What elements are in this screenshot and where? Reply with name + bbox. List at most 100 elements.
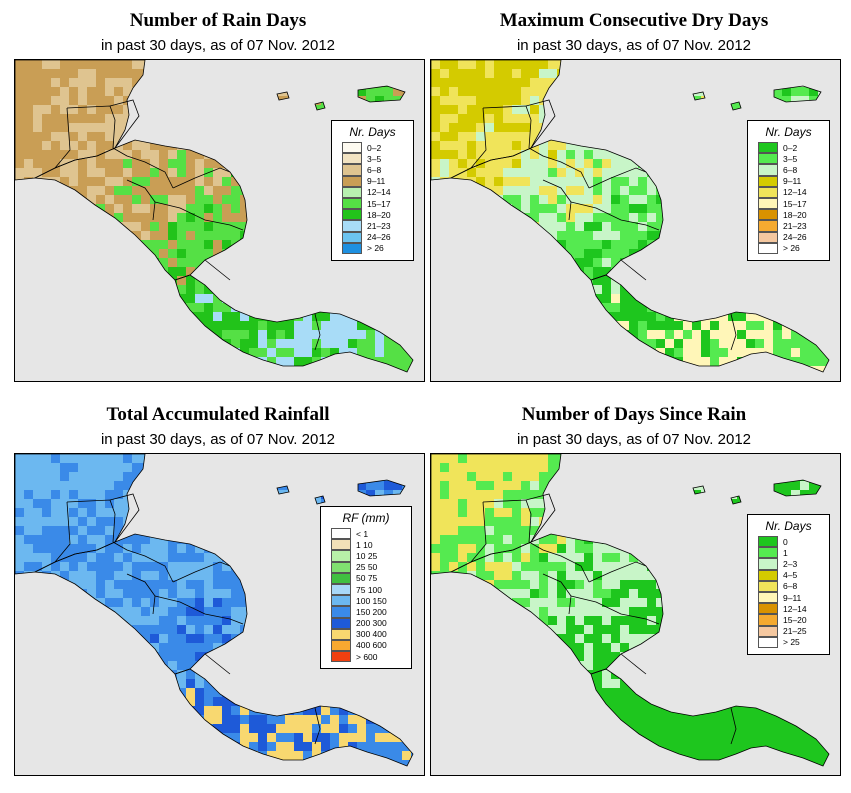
- legend-swatch: [758, 153, 778, 165]
- legend-item: > 26: [758, 242, 829, 254]
- legend-label: 0: [783, 536, 788, 547]
- panel-title: Total Accumulated Rainfall: [106, 404, 330, 425]
- country-border: [314, 707, 321, 745]
- map-area: Nr. Days 0–2 3–5 6–8 9–11 12–14 15–17 18–20 21–…: [14, 59, 425, 382]
- legend-item: > 25: [758, 636, 829, 648]
- country-border: [66, 499, 116, 543]
- legend-swatch: [342, 153, 362, 165]
- country-border: [154, 595, 244, 625]
- legend-label: 50 75: [356, 573, 378, 584]
- legend-label: 9–11: [783, 176, 802, 187]
- legend-item: 1 10: [331, 539, 411, 551]
- legend-item: 2–3: [758, 558, 829, 570]
- legend-label: < 1: [356, 528, 369, 539]
- legend-item: 6–8: [342, 164, 413, 176]
- coastline: [174, 274, 414, 373]
- country-border: [54, 107, 71, 169]
- panel-max-dry-days: Maximum Consecutive Dry Days in past 30 …: [428, 0, 841, 388]
- country-border: [126, 573, 156, 615]
- legend-label: 18–20: [783, 209, 807, 220]
- legend-item: 6–8: [758, 580, 829, 592]
- country-border: [66, 105, 116, 149]
- legend-swatch: [758, 242, 778, 254]
- legend-items: 0–2 3–5 6–8 9–11 12–14 15–17 18–20 21–23 24–26 > …: [748, 142, 829, 254]
- legend-swatch: [342, 175, 362, 187]
- legend-swatch: [331, 639, 351, 652]
- country-border: [525, 99, 556, 149]
- legend-label: 0–2: [367, 142, 382, 153]
- legend-swatch: [342, 220, 362, 232]
- legend-label: > 25: [783, 637, 800, 648]
- legend-item: > 600: [331, 651, 411, 663]
- country-border: [109, 99, 140, 149]
- legend-item: 21–23: [342, 220, 413, 232]
- legend-label: 12–14: [783, 187, 807, 198]
- map-legend: Nr. Days 0 1 2–3 4–5 6–8 9–11 12–14 15–20 21–25 >…: [747, 514, 830, 655]
- legend-item: 15–17: [758, 197, 829, 210]
- legend-item: 3–5: [342, 153, 413, 165]
- legend-item: 15–20: [758, 614, 829, 626]
- legend-item: 3–5: [758, 153, 829, 165]
- legend-swatch: [331, 595, 351, 607]
- country-border: [570, 201, 660, 231]
- legend-swatch: [758, 142, 778, 154]
- legend-swatch: [331, 617, 351, 629]
- legend-label: 6–8: [367, 164, 382, 175]
- legend-item: 150 200: [331, 606, 411, 618]
- legend-item: 0–2: [342, 142, 413, 154]
- legend-label: 10 25: [356, 550, 378, 561]
- country-border: [470, 107, 487, 169]
- legend-item: 25 50: [331, 561, 411, 573]
- panel-total-rainfall: Total Accumulated Rainfall in past 30 da…: [12, 394, 425, 782]
- map-legend: Nr. Days 0–2 3–5 6–8 9–11 12–14 15–17 18–20 21–…: [747, 120, 830, 261]
- legend-label: 75 100: [356, 584, 382, 595]
- map-area: Nr. Days 0 1 2–3 4–5 6–8 9–11 12–14 15–20 21–25 >…: [430, 453, 841, 776]
- country-border: [570, 595, 660, 625]
- legend-item: 21–25: [758, 625, 829, 637]
- country-border: [620, 259, 647, 281]
- legend-swatch: [758, 209, 778, 221]
- legend-swatch: [758, 625, 778, 637]
- country-border: [204, 259, 231, 281]
- legend-title: RF (mm): [342, 511, 390, 525]
- legend-item: > 26: [342, 242, 413, 254]
- legend-swatch: [331, 583, 351, 596]
- legend-item: 12–14: [342, 186, 413, 198]
- legend-label: 3–5: [783, 153, 798, 164]
- legend-swatch: [758, 591, 778, 604]
- legend-item: 75 100: [331, 583, 411, 596]
- country-border: [54, 501, 71, 563]
- legend-label: 24–26: [367, 232, 391, 243]
- coastline: [276, 91, 290, 101]
- country-border: [109, 493, 140, 543]
- legend-swatch: [758, 558, 778, 570]
- legend-swatch: [342, 197, 362, 210]
- country-border: [620, 653, 647, 675]
- legend-label: 21–23: [367, 220, 391, 231]
- coastline: [590, 274, 830, 373]
- legend-swatch: [758, 569, 778, 581]
- legend-item: 24–26: [342, 231, 413, 243]
- panel-days-since-rain: Number of Days Since Rain in past 30 day…: [428, 394, 841, 782]
- coastline: [276, 485, 290, 495]
- country-border: [482, 499, 532, 543]
- legend-item: 1: [758, 547, 829, 559]
- legend-title: Nr. Days: [765, 125, 812, 139]
- legend-items: 0 1 2–3 4–5 6–8 9–11 12–14 15–20 21–25 > 25: [748, 536, 829, 648]
- country-border: [126, 179, 156, 221]
- legend-item: 15–17: [342, 197, 413, 210]
- country-border: [172, 561, 231, 583]
- legend-swatch: [342, 164, 362, 176]
- legend-swatch: [758, 231, 778, 243]
- coastline: [773, 479, 822, 497]
- legend-label: 24–26: [783, 232, 807, 243]
- legend-swatch: [342, 242, 362, 254]
- legend-swatch: [331, 539, 351, 551]
- country-border: [730, 707, 737, 745]
- legend-label: 15–17: [783, 198, 807, 209]
- legend-swatch: [342, 142, 362, 154]
- legend-item: < 1: [331, 528, 411, 540]
- country-border: [542, 573, 572, 615]
- legend-swatch: [758, 580, 778, 592]
- legend-swatch: [758, 603, 778, 615]
